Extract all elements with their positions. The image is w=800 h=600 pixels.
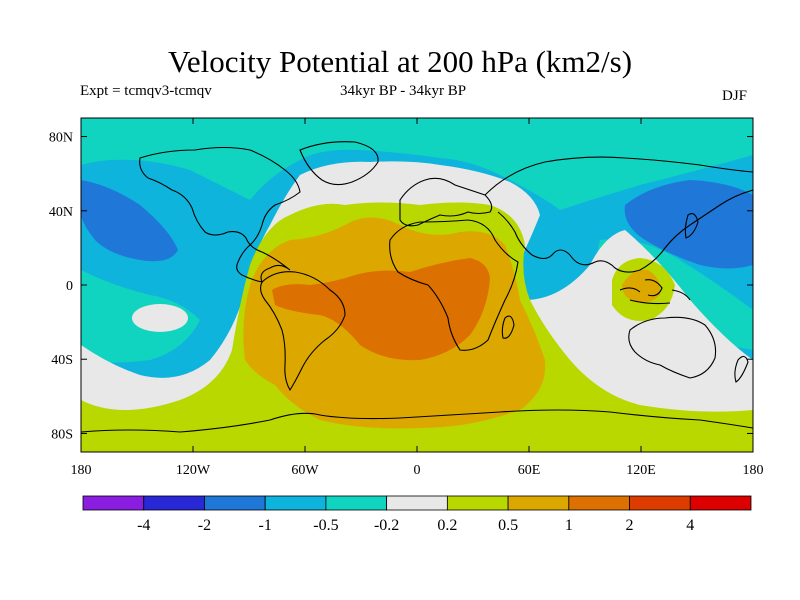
map-title: Velocity Potential at 200 hPa (km2/s) <box>167 44 633 79</box>
colorbar-swatch <box>264 495 327 511</box>
coast-madagascar <box>501 315 515 339</box>
lon-tick-label: 180 <box>743 463 764 478</box>
contour-yellowgreen-south <box>81 419 753 452</box>
period-label: 34kyr BP - 34kyr BP <box>340 83 467 99</box>
colorbar-swatch <box>507 495 570 511</box>
lat-tick-label: 80N <box>49 131 73 146</box>
colorbar-label: -1 <box>259 517 272 534</box>
lon-tick-label: 120E <box>626 463 656 478</box>
contour-gold-maritime <box>622 269 661 303</box>
colorbar-swatch <box>446 495 509 511</box>
colorbar-label: 2 <box>626 517 634 534</box>
colorbar-swatch <box>143 495 205 511</box>
contour-blue-npacific-east <box>81 180 178 262</box>
colorbar-swatch <box>325 495 388 511</box>
coast-greenland <box>299 141 379 186</box>
experiment-label: Expt = tcmqv3-tcmqv <box>80 83 212 99</box>
colorbar-label: 0.2 <box>437 517 457 534</box>
map-axes: 80N 40N 0 40S 80S 180 120W 60W 0 60E 120E 180 <box>49 118 764 478</box>
colorbar-swatch <box>629 495 691 511</box>
coast-asia <box>484 156 753 273</box>
lat-tick-label: 40N <box>49 205 73 220</box>
colorbar-swatch <box>568 495 630 511</box>
lat-tick-label: 40S <box>51 353 73 368</box>
colorbar-swatch <box>204 495 266 511</box>
colorbar-swatch <box>82 495 145 511</box>
colorbar: -4 -2 -1 -0.5 -0.2 0.2 0.5 1 2 4 <box>82 495 752 534</box>
season-label: DJF <box>722 88 748 104</box>
contour-orange <box>272 258 490 361</box>
lon-tick-label: 120W <box>176 463 211 478</box>
contour-teal-arctic <box>81 118 753 210</box>
lon-tick-label: 0 <box>414 463 421 478</box>
colorbar-swatch <box>689 495 752 511</box>
lon-tick-label: 60W <box>291 463 319 478</box>
colorbar-label: 4 <box>686 517 694 534</box>
coastlines <box>81 141 753 433</box>
lon-tick-label: 60E <box>518 463 541 478</box>
coast-indonesia <box>619 279 691 305</box>
coast-europe <box>399 177 493 227</box>
coast-japan <box>684 213 699 239</box>
coast-antarctica <box>81 409 753 433</box>
coast-south-america <box>259 271 346 392</box>
contour-blue-nwpacific <box>624 180 753 269</box>
lat-tick-label: 0 <box>66 279 73 294</box>
colorbar-swatch <box>386 495 448 511</box>
velocity-potential-field <box>81 118 753 452</box>
colorbar-label: 1 <box>565 517 573 534</box>
lat-tick-label: 80S <box>51 427 73 442</box>
coast-new-zealand <box>734 355 749 383</box>
coast-australia <box>628 316 717 379</box>
coast-africa <box>389 219 519 351</box>
colorbar-label: -0.2 <box>374 517 399 534</box>
contour-white-spacific <box>132 304 188 332</box>
lon-tick-label: 180 <box>71 463 92 478</box>
colorbar-label: -0.5 <box>313 517 338 534</box>
colorbar-label: -4 <box>137 517 150 534</box>
colorbar-label: 0.5 <box>498 517 518 534</box>
colorbar-label: -2 <box>198 517 211 534</box>
